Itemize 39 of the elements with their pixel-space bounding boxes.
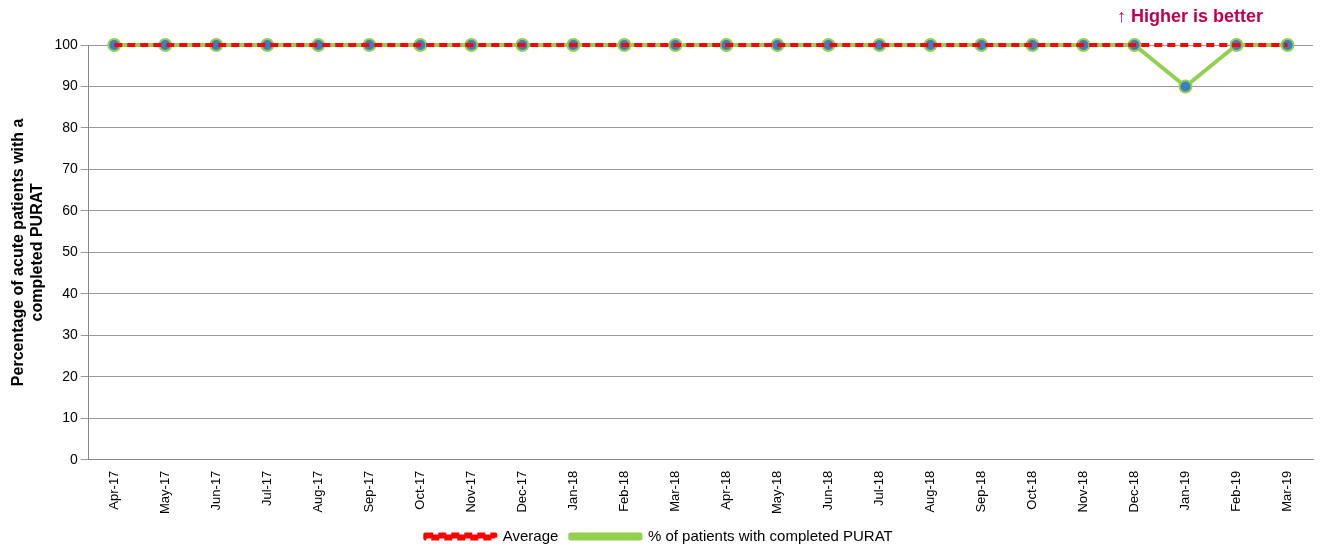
x-tick-label: Jul-18 <box>870 470 886 507</box>
x-tick-label: Oct-17 <box>411 470 427 510</box>
y-tick-label: 70 <box>62 160 78 177</box>
x-tick-label: Mar-19 <box>1279 470 1295 512</box>
legend-label: Average <box>502 526 559 544</box>
x-tick-label: Aug-17 <box>309 470 325 513</box>
x-tick-label: Jan-19 <box>1177 470 1193 511</box>
x-tick-label: May-17 <box>156 470 172 515</box>
x-tick-label: Apr-18 <box>717 470 733 510</box>
x-tick-label: Dec-17 <box>513 470 529 513</box>
x-tick-label: Jun-18 <box>819 470 835 511</box>
x-tick-label: Feb-19 <box>1228 470 1244 512</box>
y-tick-label: 20 <box>62 367 78 384</box>
x-tick-label: Jun-17 <box>207 470 223 511</box>
text: ↑ Higher is better <box>1116 5 1263 26</box>
x-tick-label: Jul-17 <box>258 470 274 507</box>
x-tick-label: Aug-18 <box>922 470 937 513</box>
y-tick-label: 80 <box>62 118 78 135</box>
y-tick-label: 0 <box>69 450 78 467</box>
x-tick-label: May-18 <box>768 470 784 515</box>
y-tick-label: 90 <box>62 77 78 94</box>
y-tick-label: 60 <box>62 201 78 218</box>
x-tick-label: Nov-18 <box>1075 470 1091 513</box>
x-tick-label: Mar-18 <box>666 470 682 512</box>
x-tick-label: Dec-18 <box>1126 470 1142 513</box>
y-tick-label: 30 <box>62 326 78 343</box>
y-tick-label: 40 <box>62 284 78 301</box>
x-tick-label: Oct-18 <box>1024 470 1040 510</box>
x-tick-label: Jan-18 <box>564 470 580 511</box>
x-tick-label: Sep-18 <box>973 470 989 513</box>
x-tick-label: Feb-18 <box>615 470 631 512</box>
y-tick-label: 100 <box>54 35 78 52</box>
y-tick-label: 10 <box>62 409 78 426</box>
y-axis-title: Percentage of acute patients with a completed PURAT <box>9 118 46 387</box>
y-tick-label: 50 <box>62 243 78 260</box>
x-tick-label: Nov-17 <box>462 470 478 513</box>
x-tick-label: Apr-17 <box>105 470 121 510</box>
x-tick-label: Sep-17 <box>360 470 376 513</box>
legend-label: % of patients with completed PURAT <box>647 526 893 544</box>
